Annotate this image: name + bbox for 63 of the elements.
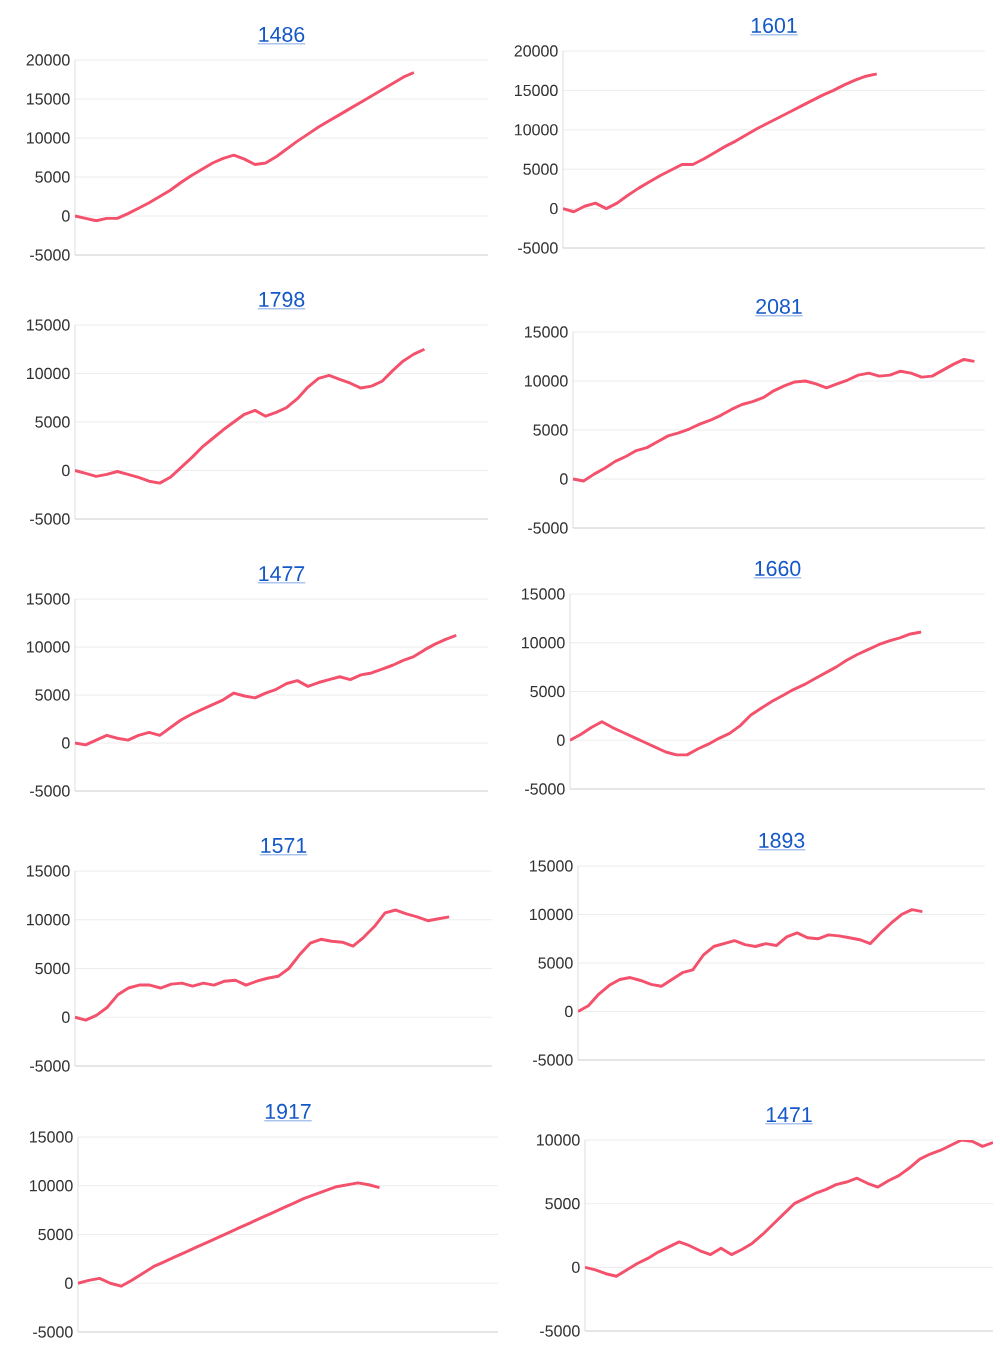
y-tick-label: 15000: [30, 1131, 73, 1143]
y-tick-label: 10000: [30, 1180, 73, 1192]
y-tick-label: 15000: [530, 860, 573, 872]
y-tick-label: -5000: [528, 522, 568, 534]
chart-title: 2081: [756, 298, 802, 314]
y-tick-label: -5000: [30, 1060, 70, 1072]
y-tick-label: 0: [62, 737, 70, 749]
chart-title: 1660: [755, 560, 801, 576]
chart-title: 1917: [265, 1103, 311, 1119]
chart-title: 1486: [259, 26, 305, 42]
y-tick-label: 10000: [525, 375, 568, 387]
y-tick-label: -5000: [30, 513, 70, 525]
y-tick-label: 5000: [35, 416, 70, 428]
chart-title: 1798: [259, 291, 305, 307]
line-series: [75, 347, 426, 485]
y-tick-label: -5000: [533, 1054, 573, 1066]
y-tick-label: 0: [557, 734, 565, 746]
y-tick-label: 0: [62, 1011, 70, 1023]
chart-title: 1477: [259, 566, 305, 581]
y-tick-label: 10000: [27, 914, 70, 926]
y-tick-label: 10000: [27, 132, 70, 144]
chart-title: 1601: [751, 17, 797, 33]
y-tick-label: 0: [65, 1277, 73, 1289]
y-tick-label: 5000: [35, 171, 70, 183]
line-series: [75, 908, 451, 1022]
y-tick-label: 0: [550, 202, 558, 215]
y-tick-label: 10000: [530, 908, 573, 921]
y-tick-label: 5000: [38, 1228, 73, 1241]
y-tick-label: 10000: [537, 1134, 580, 1146]
y-tick-label: 15000: [525, 326, 568, 338]
y-tick-label: 15000: [515, 84, 558, 97]
y-tick-label: 10000: [522, 637, 565, 649]
y-tick-label: 20000: [514, 45, 558, 57]
y-tick-label: 0: [560, 473, 568, 485]
chart-title: 1471: [766, 1107, 812, 1122]
y-tick-label: 5000: [523, 163, 558, 175]
y-tick-label: 15000: [27, 865, 70, 877]
y-tick-label: 5000: [533, 424, 568, 436]
y-tick-label: -5000: [525, 783, 565, 795]
y-tick-label: 10000: [515, 124, 558, 136]
y-tick-label: -5000: [30, 249, 70, 261]
y-tick-label: 15000: [27, 93, 70, 105]
y-tick-label: -5000: [540, 1325, 580, 1337]
chart-title: 1571: [261, 838, 307, 853]
y-tick-label: 5000: [35, 962, 70, 975]
y-tick-label: 10000: [27, 367, 70, 380]
y-tick-label: -5000: [30, 785, 70, 797]
y-tick-label: 10000: [27, 641, 70, 653]
y-tick-label: -5000: [518, 242, 558, 254]
chart-title: 1893: [759, 832, 805, 848]
y-tick-label: 0: [62, 210, 70, 222]
y-tick-label: 5000: [538, 957, 573, 969]
y-tick-label: 15000: [27, 593, 70, 605]
y-tick-label: 5000: [545, 1198, 580, 1210]
y-tick-label: 5000: [35, 689, 70, 701]
y-tick-label: -5000: [33, 1326, 73, 1338]
y-tick-label: 20000: [26, 54, 70, 66]
y-tick-label: 5000: [530, 685, 565, 698]
y-tick-label: 0: [62, 464, 70, 477]
y-tick-label: 15000: [27, 319, 70, 331]
y-tick-label: 15000: [522, 588, 565, 600]
y-tick-label: 0: [572, 1261, 580, 1273]
y-tick-label: 0: [565, 1005, 573, 1018]
